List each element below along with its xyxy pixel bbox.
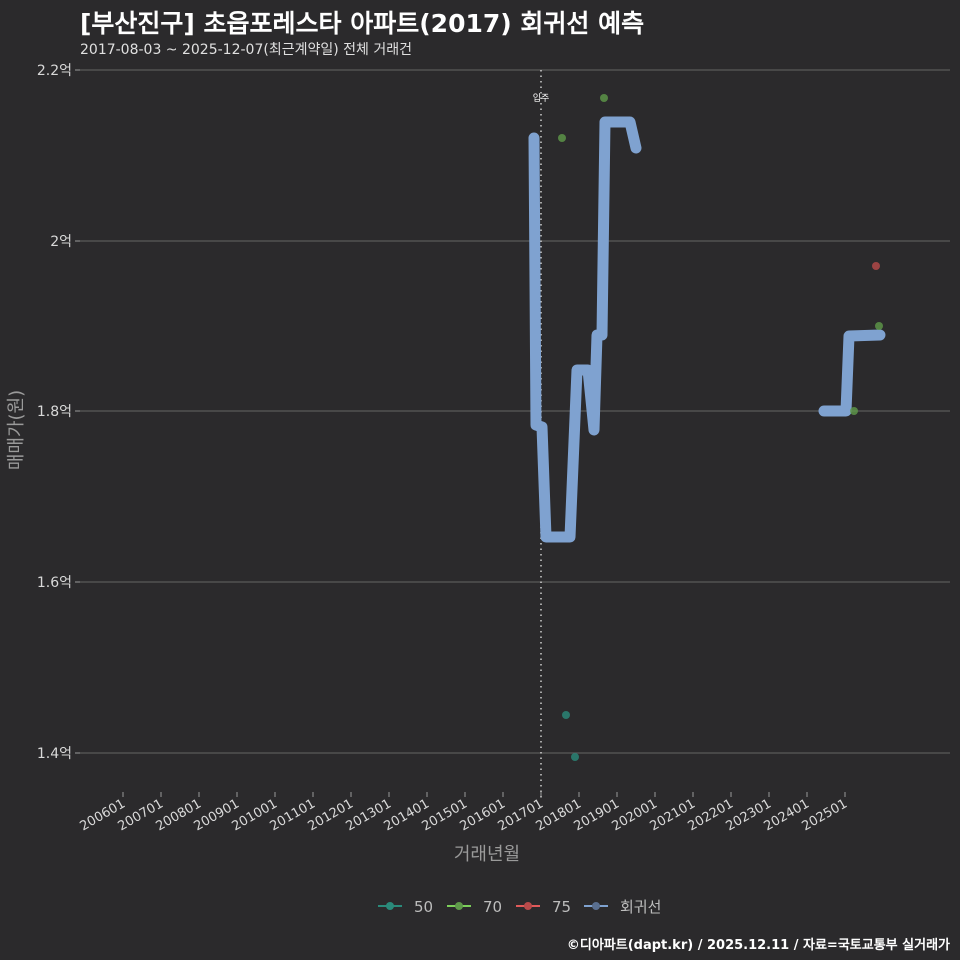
svg-text:회귀선: 회귀선 — [620, 898, 661, 916]
point-70 — [600, 94, 608, 102]
point-70 — [558, 134, 566, 142]
y-axis-label: 매매가(원) — [6, 390, 27, 470]
y-tick-label: 1.6억 — [37, 575, 72, 591]
svg-text:70: 70 — [483, 898, 502, 916]
point-50 — [571, 753, 579, 761]
scatter-points — [558, 94, 883, 761]
gridlines — [80, 69, 950, 754]
y-tick-label: 2억 — [50, 234, 72, 250]
x-axis-label: 거래년월 — [454, 844, 520, 865]
legend-item-75: 75 — [516, 898, 571, 916]
x-axis: 2006012007012008012009012010012011012012… — [78, 792, 850, 834]
y-tick-label: 1.8억 — [37, 404, 72, 420]
y-tick-label: 1.4억 — [37, 746, 72, 762]
svg-text:75: 75 — [552, 898, 571, 916]
legend-item-70: 70 — [447, 898, 502, 916]
legend: 50 70 75 회귀선 — [378, 898, 661, 916]
legend-item-50: 50 — [378, 898, 433, 916]
source-caption: ©디아파트(dapt.kr) / 2025.12.11 / 자료=국토교통부 실… — [566, 938, 950, 953]
regression-line — [528, 116, 886, 543]
y-tick-label: 2.2억 — [37, 63, 72, 79]
point-70 — [850, 407, 858, 415]
point-75 — [872, 262, 880, 270]
point-70 — [875, 322, 883, 330]
move-in-annotation: 입주 — [533, 92, 550, 104]
legend-item-regression: 회귀선 — [584, 898, 661, 916]
svg-text:50: 50 — [414, 898, 433, 916]
y-axis: 2.2억 2억 1.8억 1.6억 1.4억 매매가(원) — [6, 63, 80, 762]
chart-subtitle: 2017-08-03 ~ 2025-12-07(최근계약일) 전체 거래건 — [80, 42, 412, 58]
chart-title: [부산진구] 초읍포레스타 아파트(2017) 회귀선 예측 — [80, 9, 645, 38]
point-50 — [562, 711, 570, 719]
